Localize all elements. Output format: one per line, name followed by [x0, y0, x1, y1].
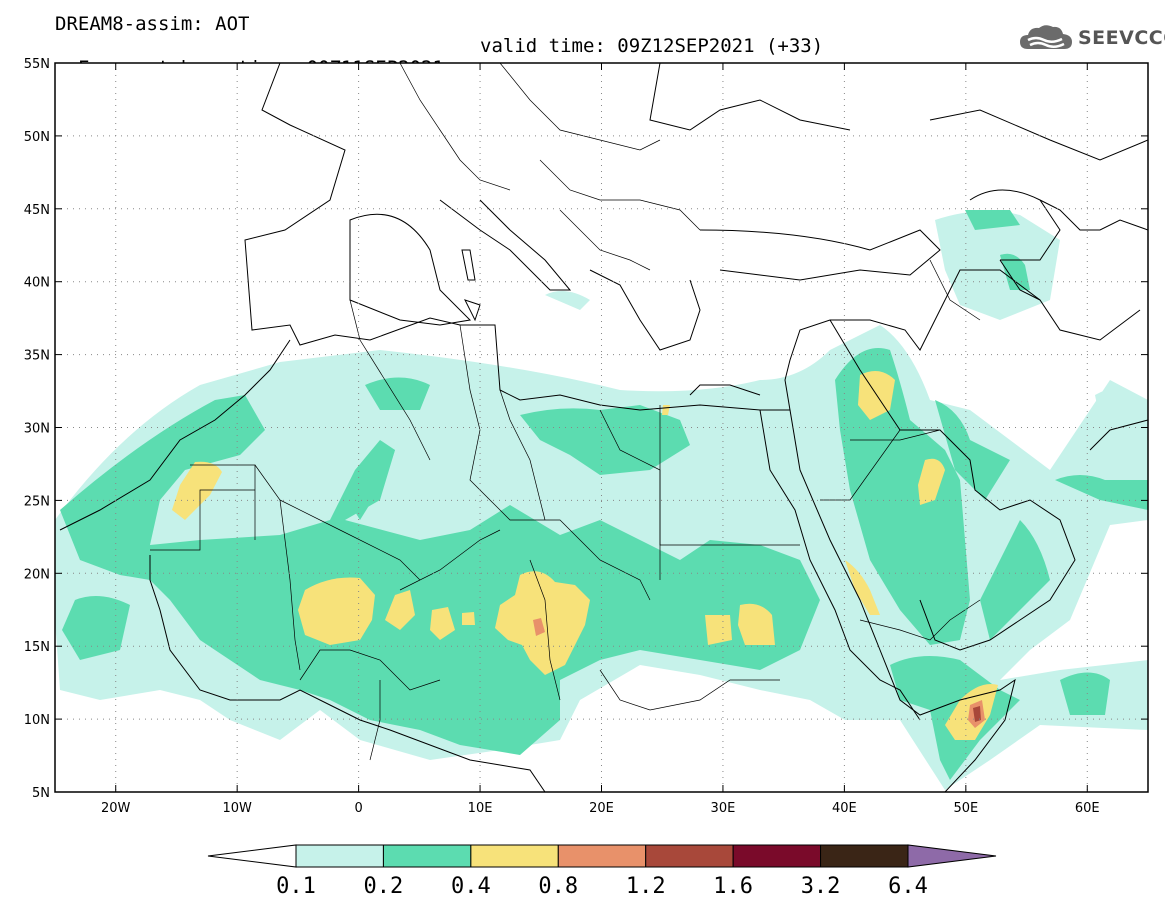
colorbar-high-arrow	[907, 844, 997, 868]
colorbar-low-arrow	[207, 844, 297, 868]
lon-tick-label: 40E	[832, 801, 857, 816]
seevccc-logo: SEEVCCC	[1018, 22, 1165, 54]
lon-tick-label: 60E	[1075, 801, 1100, 816]
colorbar-label: 0.1	[276, 874, 316, 899]
lat-tick-label: 45N	[24, 203, 50, 218]
lat-tick-label: 15N	[24, 640, 50, 655]
aot-band-0.4-0.8	[172, 371, 998, 740]
logo-text: SEEVCCC	[1078, 27, 1165, 49]
colorbar-label: 1.2	[626, 874, 666, 899]
valid-time: valid time: 09Z12SEP2021 (+33)	[480, 35, 824, 57]
colorbar-label: 0.8	[538, 874, 578, 899]
lat-tick-label: 40N	[24, 276, 50, 291]
lat-tick-label: 30N	[24, 422, 50, 437]
lat-tick-label: 10N	[24, 713, 50, 728]
lon-tick-label: 10W	[222, 801, 252, 816]
lat-tick-label: 55N	[24, 57, 50, 72]
lon-tick-label: 20W	[101, 801, 131, 816]
cloud-icon	[1020, 25, 1072, 49]
lon-tick-label: 50E	[953, 801, 978, 816]
colorbar-label: 6.4	[888, 874, 928, 899]
axis-ticks: 55N 50N 45N 40N 35N 30N 25N 20N 15N 10N 5N 20W 10W 0 1…	[24, 57, 1148, 816]
lat-tick-label: 5N	[32, 786, 50, 801]
colorbar-swatch	[645, 844, 734, 868]
colorbar: 0.1 0.2 0.4 0.8 1.2 1.6 3.2 6.4	[207, 844, 997, 899]
lat-tick-label: 25N	[24, 494, 50, 509]
colorbar-label: 3.2	[801, 874, 841, 899]
coastlines	[59, 63, 1148, 792]
lat-tick-label: 20N	[24, 567, 50, 582]
colorbar-label: 0.4	[451, 874, 491, 899]
colorbar-swatch	[382, 844, 472, 868]
lon-tick-label: 0	[354, 801, 362, 816]
colorbar-swatch	[732, 844, 822, 868]
colorbar-swatch	[557, 844, 647, 868]
lon-tick-label: 10E	[468, 801, 493, 816]
lat-lon-grid	[55, 63, 1148, 792]
colorbar-label: 0.2	[364, 874, 404, 899]
map-area	[55, 63, 1148, 792]
colorbar-label: 1.6	[713, 874, 753, 899]
lat-tick-label: 50N	[24, 130, 50, 145]
aot-band-high	[533, 618, 985, 728]
lon-tick-label: 20E	[589, 801, 614, 816]
colorbar-swatch	[820, 844, 909, 868]
colorbar-swatch	[470, 844, 559, 868]
country-borders	[150, 63, 981, 761]
colorbar-swatch	[295, 844, 384, 868]
lat-tick-label: 35N	[24, 349, 50, 364]
lon-tick-label: 30E	[711, 801, 736, 816]
map-title: DREAM8-assim: AOT	[55, 13, 250, 35]
